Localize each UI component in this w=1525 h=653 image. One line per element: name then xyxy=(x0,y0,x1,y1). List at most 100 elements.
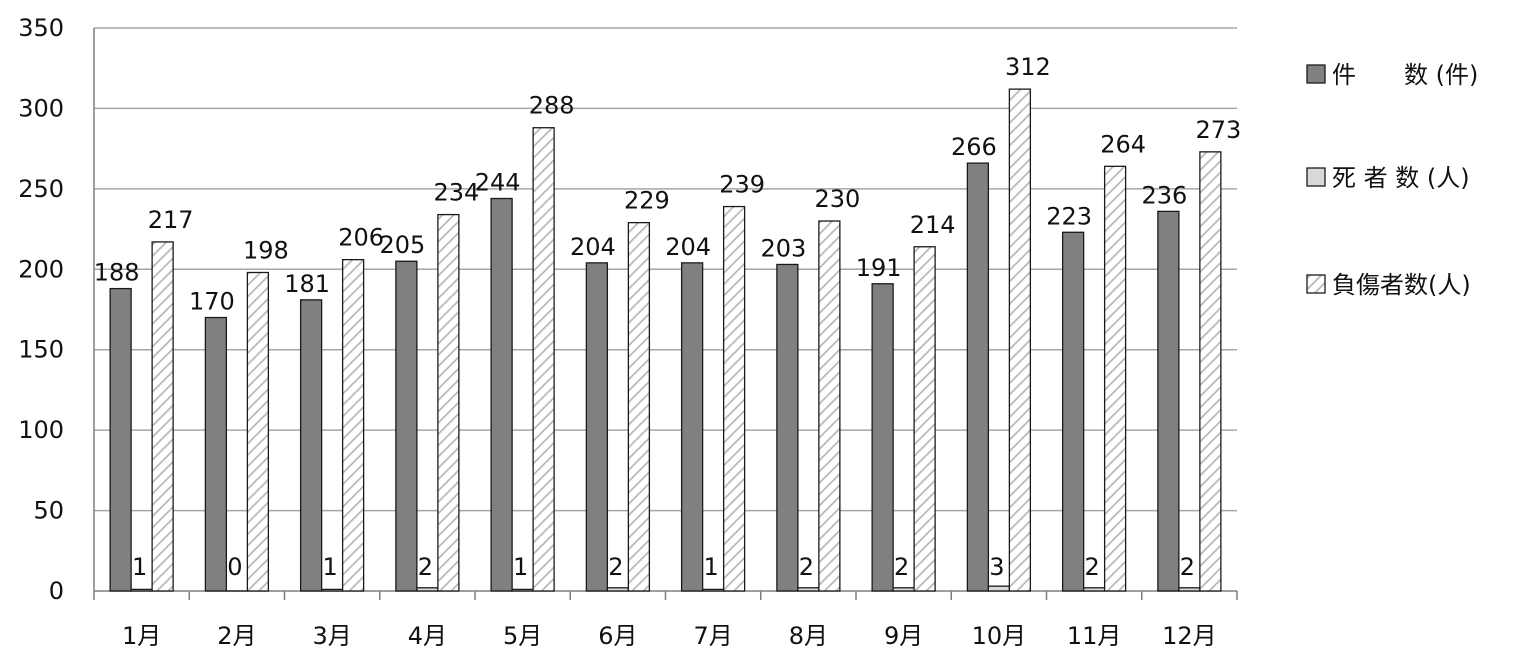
bar-count xyxy=(871,283,894,592)
y-tick-label: 100 xyxy=(18,416,64,444)
bar-deaths xyxy=(701,588,725,592)
y-tick-label: 150 xyxy=(18,336,64,364)
bar-deaths xyxy=(892,587,915,592)
bar-deaths xyxy=(320,588,344,592)
bars xyxy=(109,88,1222,592)
bar-deaths xyxy=(606,587,630,592)
legend: 件 数 (件) 死 者 数 (人) 負傷者数(人) xyxy=(1306,61,1478,299)
legend-swatch-deaths xyxy=(1306,167,1326,187)
bar-injured xyxy=(1008,88,1032,592)
x-tick-label: 12月 xyxy=(1162,622,1217,650)
data-label-count: 266 xyxy=(951,133,997,161)
data-label-injured: 234 xyxy=(433,179,479,207)
data-label-deaths: 3 xyxy=(989,553,1004,581)
data-label-count: 244 xyxy=(475,169,521,197)
x-tick-label: 10月 xyxy=(972,622,1027,650)
bar-count xyxy=(966,162,990,592)
data-label-count: 223 xyxy=(1046,202,1092,230)
bar-count xyxy=(776,263,799,592)
x-tick-label: 7月 xyxy=(693,622,732,650)
x-tick-label: 5月 xyxy=(503,622,542,650)
data-label-deaths: 2 xyxy=(799,553,814,581)
bar-count xyxy=(204,316,228,592)
data-label-injured: 206 xyxy=(338,224,384,252)
legend-label-deaths: 死 者 数 (人) xyxy=(1332,164,1470,192)
bar-injured xyxy=(437,213,460,592)
bar-count xyxy=(1157,210,1180,592)
data-labels: 1881217170019818112062052234244128820422… xyxy=(94,53,1242,581)
y-axis: 0 50 100 150 200 250 300 350 xyxy=(18,14,95,605)
legend-label-count: 件 数 (件) xyxy=(1332,61,1478,89)
y-tick-label: 300 xyxy=(18,94,64,122)
data-label-injured: 229 xyxy=(624,187,670,215)
bar-count xyxy=(395,260,418,592)
data-label-deaths: 2 xyxy=(1180,553,1195,581)
legend-swatch-count xyxy=(1306,64,1326,84)
data-label-injured: 239 xyxy=(719,171,765,199)
x-tick-label: 3月 xyxy=(312,622,351,650)
data-label-count: 170 xyxy=(189,288,235,316)
data-label-deaths: 1 xyxy=(322,553,337,581)
data-label-count: 204 xyxy=(665,233,711,261)
x-tick-label: 9月 xyxy=(884,622,923,650)
bar-deaths xyxy=(987,585,1011,592)
bar-injured xyxy=(1103,165,1127,592)
data-label-deaths: 1 xyxy=(703,553,718,581)
x-tick-label: 2月 xyxy=(217,622,256,650)
legend-swatch-injured xyxy=(1306,274,1326,294)
data-label-deaths: 2 xyxy=(1084,553,1099,581)
bar-deaths xyxy=(416,587,439,592)
data-label-deaths: 1 xyxy=(132,553,147,581)
data-label-injured: 217 xyxy=(148,206,194,234)
legend-label-injured: 負傷者数(人) xyxy=(1332,271,1471,299)
bar-injured xyxy=(151,241,174,592)
bar-count xyxy=(1061,231,1085,592)
bar-deaths xyxy=(797,587,820,592)
data-label-count: 191 xyxy=(856,254,902,282)
data-label-count: 188 xyxy=(94,259,140,287)
gridlines xyxy=(94,27,1237,512)
data-label-injured: 273 xyxy=(1195,116,1241,144)
data-label-deaths: 2 xyxy=(894,553,909,581)
y-tick-label: 0 xyxy=(49,577,64,605)
bar-injured xyxy=(246,271,270,592)
bar-injured xyxy=(818,220,841,592)
bar-deaths xyxy=(511,588,534,592)
data-label-deaths: 2 xyxy=(418,553,433,581)
data-label-injured: 264 xyxy=(1100,130,1146,158)
bar-injured xyxy=(913,246,936,592)
y-tick-label: 50 xyxy=(33,497,64,525)
data-label-deaths: 1 xyxy=(513,553,528,581)
bar-count xyxy=(585,262,609,592)
bar-injured xyxy=(341,258,365,592)
bar-injured xyxy=(722,205,746,592)
data-label-injured: 230 xyxy=(814,185,860,213)
x-tick-label: 11月 xyxy=(1067,622,1122,650)
data-label-injured: 214 xyxy=(910,211,956,239)
data-label-injured: 198 xyxy=(243,237,289,265)
bar-count xyxy=(680,262,704,592)
x-tick-label: 4月 xyxy=(408,622,447,650)
bar-deaths xyxy=(1082,587,1106,592)
data-label-count: 203 xyxy=(760,234,806,262)
bar-injured xyxy=(532,127,555,592)
y-tick-label: 200 xyxy=(18,255,64,283)
data-label-count: 236 xyxy=(1141,181,1187,209)
y-tick-label: 250 xyxy=(18,175,64,203)
bar-injured xyxy=(1199,151,1222,592)
data-label-injured: 288 xyxy=(529,92,575,120)
x-tick-label: 6月 xyxy=(598,622,637,650)
data-label-count: 204 xyxy=(570,233,616,261)
x-tick-label: 1月 xyxy=(122,622,161,650)
bar-count xyxy=(299,299,323,592)
data-label-count: 205 xyxy=(379,231,425,259)
bar-count xyxy=(490,197,513,592)
bar-count xyxy=(109,287,132,592)
bar-injured xyxy=(627,221,651,592)
data-label-count: 181 xyxy=(284,270,330,298)
data-label-deaths: 0 xyxy=(227,553,242,581)
data-label-deaths: 2 xyxy=(608,553,623,581)
y-tick-label: 350 xyxy=(18,14,64,42)
x-tick-label: 8月 xyxy=(789,622,828,650)
